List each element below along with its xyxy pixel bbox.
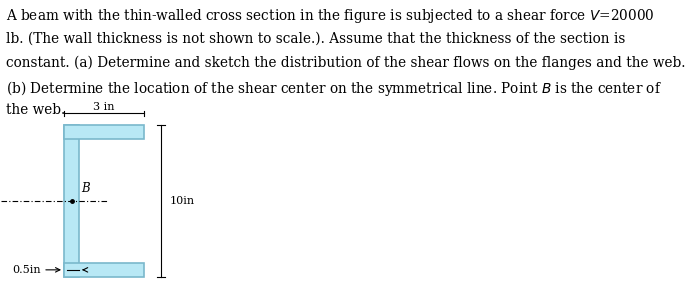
Text: constant. (a) Determine and sketch the distribution of the shear flows on the fl: constant. (a) Determine and sketch the d… [6, 55, 685, 70]
Text: (b) Determine the location of the shear center on the symmetrical line. Point $B: (b) Determine the location of the shear … [6, 79, 662, 98]
Bar [64, 125, 79, 277]
Bar [64, 125, 144, 139]
Text: 0.5in: 0.5in [13, 265, 41, 275]
Text: A beam with the thin-walled cross section in the figure is subjected to a shear : A beam with the thin-walled cross sectio… [6, 7, 654, 25]
Bar [64, 263, 144, 277]
Text: 3 in: 3 in [93, 102, 115, 112]
Text: B: B [81, 182, 90, 195]
Text: lb. (The wall thickness is not shown to scale.). Assume that the thickness of th: lb. (The wall thickness is not shown to … [6, 31, 625, 45]
Text: 10in: 10in [170, 196, 195, 206]
Text: the web.: the web. [6, 103, 65, 117]
